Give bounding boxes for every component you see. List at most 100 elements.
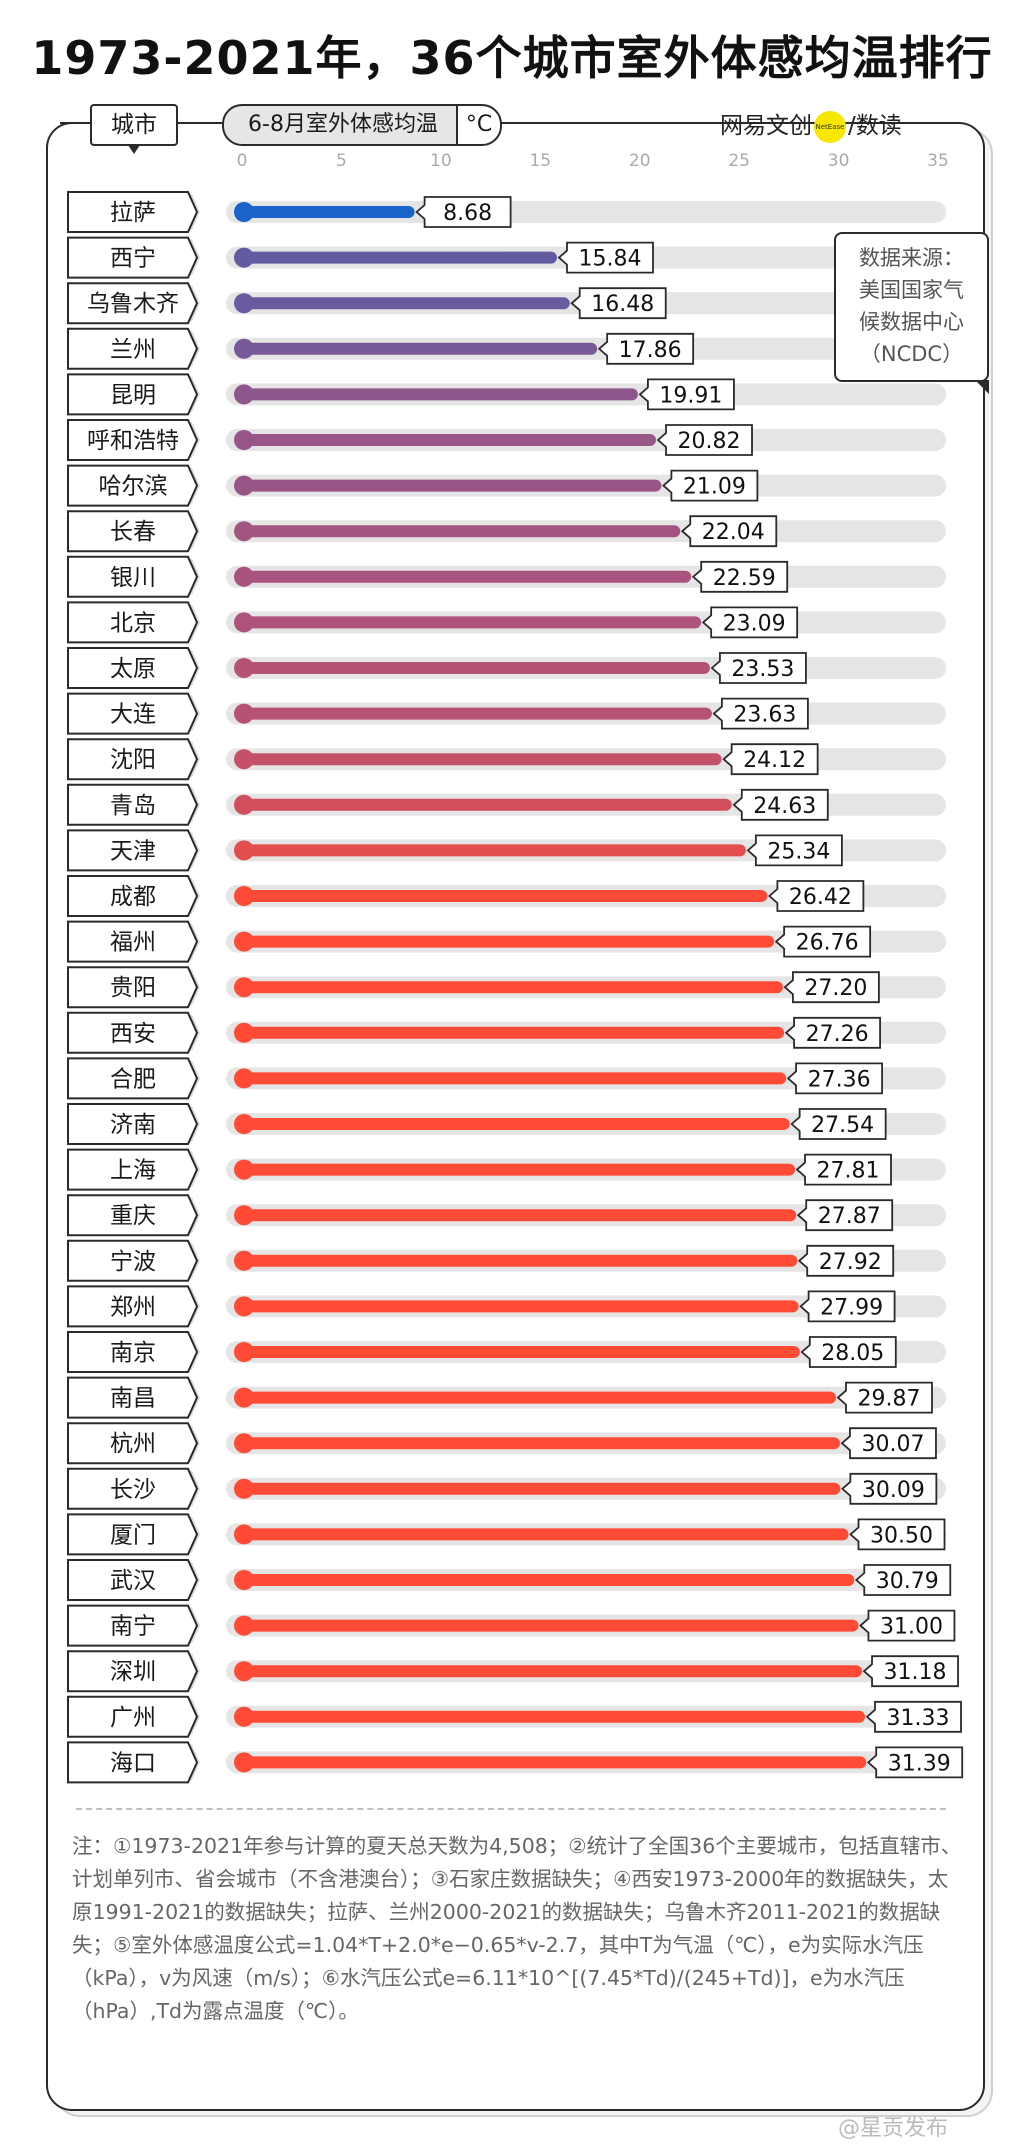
city-tag	[67, 1559, 199, 1601]
logo-separator: /	[848, 113, 856, 139]
value-label: 27.26	[806, 1022, 869, 1047]
bar-bulb	[234, 1661, 254, 1682]
city-tag	[67, 464, 199, 507]
value-label: 27.92	[819, 1250, 882, 1275]
bar-bulb	[234, 1615, 254, 1636]
city-label: 长沙	[110, 1477, 156, 1503]
bar-bulb	[234, 1296, 254, 1317]
bar	[236, 206, 415, 218]
city-tag	[67, 1376, 199, 1419]
city-tag	[67, 1011, 199, 1054]
value-label: 20.82	[678, 429, 741, 454]
bar-row: 深圳 31.18	[67, 1650, 959, 1693]
value-label-box	[638, 378, 735, 411]
bar-bulb	[234, 475, 254, 496]
bar-bulb	[234, 1433, 254, 1454]
bar-row: 海口 31.39	[67, 1741, 964, 1784]
x-tick-label: 5	[336, 151, 347, 171]
bar-row: 厦门 30.50	[67, 1513, 946, 1556]
bar	[236, 1665, 863, 1678]
value-label-box	[768, 880, 865, 912]
bar-bulb	[234, 840, 254, 861]
city-label: 银川	[110, 565, 156, 591]
bar	[236, 525, 681, 538]
city-tag	[67, 647, 199, 689]
value-label-box	[732, 788, 829, 821]
bar-row: 西宁 15.84	[67, 236, 946, 279]
bar-row: 贵阳 27.20	[67, 966, 946, 1009]
value-label-box	[836, 1381, 933, 1414]
brand-name: 网易文创	[720, 113, 812, 139]
city-label: 大连	[110, 702, 156, 728]
bar-bulb	[234, 1114, 254, 1134]
bar-row: 北京 23.09	[67, 601, 946, 644]
bar-bulb	[234, 1068, 254, 1089]
value-label: 23.63	[733, 703, 796, 728]
x-tick-label: 35	[927, 151, 949, 171]
city-tag	[67, 1331, 199, 1373]
value-label-box	[786, 1062, 883, 1095]
source-line-3: 候数据中心	[859, 310, 964, 334]
bar-row: 福州 26.76	[67, 920, 946, 963]
city-tag	[67, 282, 199, 325]
source-line-1: 数据来源：	[859, 246, 964, 270]
bar	[236, 1437, 840, 1450]
bar-row: 长沙 30.09	[67, 1467, 946, 1510]
bar	[236, 1346, 800, 1358]
city-tag	[67, 1741, 199, 1784]
value-label: 31.39	[888, 1751, 951, 1776]
city-label: 厦门	[110, 1522, 156, 1548]
bar-bulb	[234, 977, 254, 998]
city-label: 拉萨	[110, 200, 156, 226]
city-label: 南宁	[110, 1614, 156, 1640]
bar	[236, 1163, 796, 1176]
bar	[236, 342, 598, 355]
bar-bulb	[234, 1387, 254, 1408]
bar-row: 杭州 30.07	[67, 1422, 946, 1465]
bar	[236, 707, 712, 720]
x-tick-label: 0	[237, 151, 248, 171]
city-tag	[67, 692, 199, 735]
city-tag	[67, 510, 199, 553]
city-label: 呼和浩特	[87, 428, 179, 454]
bar-bulb	[234, 521, 254, 542]
city-tag	[67, 966, 199, 1009]
value-label-box	[800, 1336, 897, 1368]
value-label-box	[797, 1244, 895, 1277]
value-label-box	[795, 1153, 892, 1186]
bar-row: 郑州 27.99	[67, 1285, 946, 1328]
city-tag	[67, 236, 199, 279]
bar	[236, 1528, 849, 1541]
bar-bulb	[234, 886, 254, 906]
value-label: 29.87	[857, 1387, 920, 1412]
city-label: 上海	[110, 1158, 156, 1184]
value-label-box	[680, 515, 778, 548]
bar-row: 银川 22.59	[67, 555, 946, 598]
notes-divider	[76, 1808, 946, 1810]
city-label: 宁波	[110, 1249, 156, 1275]
bar-bulb	[234, 703, 254, 724]
city-tag	[67, 1422, 199, 1465]
value-label: 26.76	[796, 931, 859, 956]
bar-chart: 0 5 10 15 20 25 30 35 拉萨 8.68 西宁 15.84 乌鲁木齐 16.48 兰州 17…	[67, 151, 964, 1784]
value-label-box	[862, 1655, 959, 1688]
bar-row: 兰州 17.86	[67, 327, 946, 370]
product-name: 数读	[855, 113, 902, 139]
value-label: 19.91	[659, 383, 722, 408]
bar	[236, 1209, 797, 1222]
bar-bulb	[234, 566, 254, 587]
bar-bulb	[234, 1706, 254, 1727]
bar-row: 南京 28.05	[67, 1331, 946, 1373]
city-label: 重庆	[110, 1203, 156, 1229]
value-label: 24.63	[753, 794, 816, 819]
city-label: 哈尔滨	[99, 474, 168, 500]
bar-row: 广州 31.33	[67, 1695, 962, 1738]
bar-row: 合肥 27.36	[67, 1057, 946, 1100]
bar-bulb	[234, 1752, 254, 1773]
bar	[236, 1710, 866, 1723]
bar-row: 乌鲁木齐 16.48	[67, 282, 946, 325]
bar	[236, 479, 662, 492]
value-label-box	[859, 1609, 956, 1642]
bar	[236, 1118, 790, 1130]
bar-bulb	[234, 430, 254, 450]
